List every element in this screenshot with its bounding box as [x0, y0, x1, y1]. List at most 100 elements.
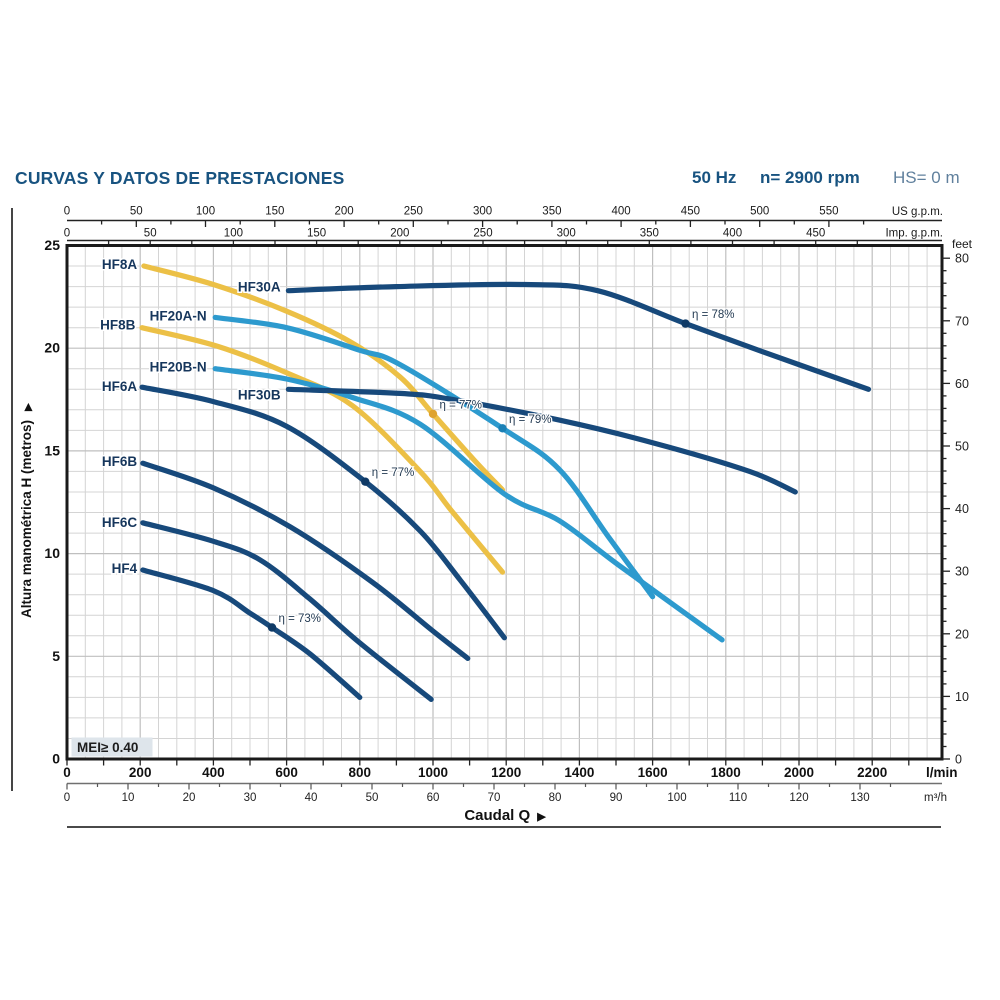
- x-axis-title: Caudal Q ▶: [464, 807, 546, 824]
- tick-label: 800: [349, 765, 372, 780]
- tick-label: 40: [955, 502, 969, 516]
- tick-label: 5: [52, 648, 60, 664]
- tick-label: 300: [473, 206, 492, 218]
- tick-label: 70: [488, 792, 501, 804]
- curve-label-HF6B: HF6B: [102, 454, 138, 469]
- tick-label: 110: [729, 792, 747, 804]
- tick-label: 10: [955, 690, 969, 704]
- tick-label: 25: [44, 237, 60, 253]
- tick-label: 350: [542, 206, 561, 218]
- tick-label: 0: [64, 206, 70, 218]
- pump-curve-HF8B: [139, 325, 506, 575]
- tick-label: 400: [202, 765, 225, 780]
- tick-label: 10: [122, 792, 135, 804]
- tick-label: 550: [819, 206, 838, 218]
- tick-label: 20: [44, 340, 60, 356]
- pump-curve-HF20A-N: [212, 314, 656, 600]
- tick-label: 1400: [564, 765, 594, 780]
- suction-head-label: HS= 0 m: [893, 168, 960, 187]
- efficiency-label: η = 77%: [372, 467, 415, 479]
- mei-box: [71, 737, 153, 757]
- tick-label: 90: [610, 792, 623, 804]
- tick-label: 450: [806, 228, 825, 240]
- pump-curve-HF20B-N: [212, 366, 725, 643]
- tick-label: 80: [955, 252, 969, 266]
- y-axis-title: Altura manométrica H (metros)▶: [19, 402, 34, 618]
- pump-curve-HF4: [140, 567, 363, 700]
- curve-label-HF8B: HF8B: [100, 318, 136, 333]
- curve-label-HF4: HF4: [112, 561, 138, 576]
- tick-label: 50: [366, 792, 379, 804]
- speed-label: n= 2900 rpm: [760, 168, 860, 187]
- m3h-unit-label: m³/h: [924, 792, 947, 804]
- tick-label: 100: [667, 792, 686, 804]
- tick-label: 400: [723, 228, 742, 240]
- efficiency-markers: η = 78% η = 77% η = 79% η = 77% η = 73%: [267, 308, 736, 632]
- tick-label: 400: [612, 206, 631, 218]
- imp-gpm-unit-label: Imp. g.p.m.: [885, 228, 943, 240]
- tick-label: 70: [955, 314, 969, 328]
- feet-unit-label: feet: [952, 237, 973, 251]
- tick-label: 100: [196, 206, 215, 218]
- lmin-unit-label: l/min: [926, 765, 958, 780]
- tick-label: 1000: [418, 765, 448, 780]
- curve-label-HF30A: HF30A: [238, 280, 281, 295]
- tick-label: 200: [129, 765, 152, 780]
- tick-label: 250: [404, 206, 423, 218]
- efficiency-label: η = 73%: [279, 613, 322, 625]
- curve-label-HF20B-N: HF20B-N: [150, 360, 207, 375]
- efficiency-label: η = 77%: [440, 399, 483, 411]
- curve-labels: HF8A HF8B HF20A-N HF20B-N HF30A HF30B HF6A HF6B…: [99, 256, 283, 578]
- tick-label: 200: [390, 228, 409, 240]
- tick-label: 100: [224, 228, 243, 240]
- tick-label: 2200: [857, 765, 887, 780]
- page-title: CURVAS Y DATOS DE PRESTACIONES: [15, 168, 345, 188]
- curve-label-HF6C: HF6C: [102, 515, 138, 530]
- efficiency-dot: [267, 623, 277, 632]
- mei-label: MEI≥ 0.40: [77, 740, 138, 755]
- tick-label: 50: [144, 228, 157, 240]
- pump-curve-HF30B: [285, 386, 798, 495]
- efficiency-label: η = 79%: [509, 414, 552, 426]
- pump-curves: [139, 263, 872, 702]
- efficiency-label: η = 78%: [692, 309, 735, 321]
- up-arrow-icon: ▶: [23, 402, 34, 412]
- tick-label: 40: [305, 792, 318, 804]
- tick-label: 20: [183, 792, 196, 804]
- tick-label: 15: [44, 442, 60, 458]
- efficiency-dot: [498, 424, 507, 433]
- pump-curve-HF6B: [140, 460, 471, 661]
- plot-border: [65, 244, 944, 761]
- tick-label: 450: [681, 206, 700, 218]
- pump-curve-HF6C: [140, 520, 434, 702]
- tick-label: 1200: [491, 765, 521, 780]
- tick-label: 20: [955, 627, 969, 641]
- tick-label: 50: [955, 440, 969, 454]
- tick-label: 130: [850, 792, 869, 804]
- tick-label: 60: [427, 792, 440, 804]
- tick-label: 50: [130, 206, 143, 218]
- tick-label: 30: [244, 792, 257, 804]
- tick-label: 120: [789, 792, 808, 804]
- tick-label: 150: [265, 206, 284, 218]
- right-arrow-icon: ▶: [536, 811, 546, 823]
- curve-label-HF6A: HF6A: [102, 379, 138, 394]
- efficiency-dot: [681, 319, 690, 328]
- curve-label-HF8A: HF8A: [102, 257, 138, 272]
- efficiency-dot: [361, 477, 370, 486]
- tick-label: 0: [64, 792, 70, 804]
- tick-label: 30: [955, 565, 969, 579]
- tick-label: 1600: [638, 765, 668, 780]
- tick-label: 60: [955, 377, 969, 391]
- tick-label: 1800: [711, 765, 741, 780]
- pump-curve-HF30A: [285, 281, 872, 392]
- tick-label: 250: [473, 228, 492, 240]
- tick-label: 200: [335, 206, 354, 218]
- tick-label: 10: [44, 545, 60, 561]
- tick-label: 2000: [784, 765, 814, 780]
- tick-label: 0: [63, 765, 71, 780]
- us-gpm-unit-label: US g.p.m.: [892, 206, 943, 218]
